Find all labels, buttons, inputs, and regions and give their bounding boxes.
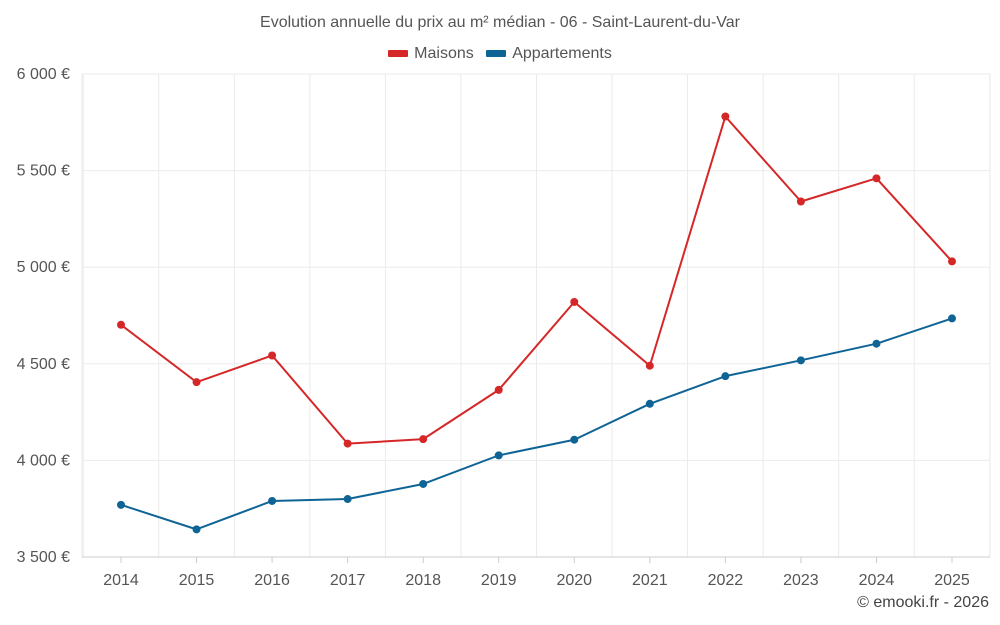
data-point-maisons [343,439,352,448]
legend-swatch-appartements [486,50,507,57]
series-line-maisons [120,115,953,445]
x-tick-label: 2015 [179,572,215,589]
series-line-appartements [120,317,953,531]
chart-legend: Maisons Appartements [0,44,1000,63]
y-tick-label: 6 000 € [17,66,70,83]
copyright-credit: © emooki.fr - 2026 [857,594,989,611]
data-point-maisons [419,435,428,444]
data-point-maisons [192,378,201,387]
data-point-maisons [117,320,125,329]
data-point-maisons [645,361,654,370]
legend-swatch-maisons [388,50,409,57]
data-point-appartements [570,435,579,444]
legend-item-maisons[interactable]: Maisons [388,45,474,63]
legend-label-appartements: Appartements [512,44,612,62]
data-point-appartements [721,372,730,381]
y-tick-label: 3 500 € [17,549,70,566]
data-point-maisons [796,197,805,206]
data-point-appartements [494,451,503,460]
data-point-maisons [721,112,730,121]
legend-item-appartements[interactable]: Appartements [486,45,612,63]
y-axis: 3 500 € 4 000 € 4 500 € 5 000 € 5 500 € 6 000… [17,66,70,566]
data-point-maisons [570,297,579,306]
x-tick-label: 2024 [859,572,895,589]
data-point-appartements [948,314,956,323]
data-point-maisons [494,385,503,394]
y-tick-label: 5 500 € [17,163,70,180]
data-point-appartements [343,495,352,504]
data-point-appartements [117,500,125,509]
legend-label-maisons: Maisons [414,44,474,62]
x-tick-label: 2018 [405,572,441,589]
data-point-appartements [419,479,428,488]
x-tick-label: 2014 [103,572,139,589]
x-tick-label: 2021 [632,572,668,589]
x-tick-label: 2025 [934,572,970,589]
data-point-maisons [268,351,277,360]
data-point-appartements [872,339,881,348]
x-tick-label: 2022 [708,572,744,589]
chart-title: Evolution annuelle du prix au m² médian … [260,14,740,31]
data-point-maisons [948,257,956,266]
x-tick-label: 2023 [783,572,819,589]
x-tick-label: 2016 [254,572,290,589]
data-point-appartements [645,399,654,408]
x-tick-label: 2017 [330,572,366,589]
data-point-appartements [192,525,201,534]
x-tick-label: 2019 [481,572,517,589]
data-point-appartements [796,356,805,365]
grid-lines [81,73,991,558]
y-tick-label: 4 500 € [17,356,70,373]
x-tick-label: 2020 [556,572,592,589]
series-layer [117,112,956,534]
y-tick-label: 5 000 € [17,259,70,276]
data-point-maisons [872,174,881,183]
x-axis: 2014 2015 2016 2017 2018 2019 2020 2021 2022 2023… [82,556,990,589]
data-point-appartements [268,496,277,505]
y-tick-label: 4 000 € [17,452,70,469]
